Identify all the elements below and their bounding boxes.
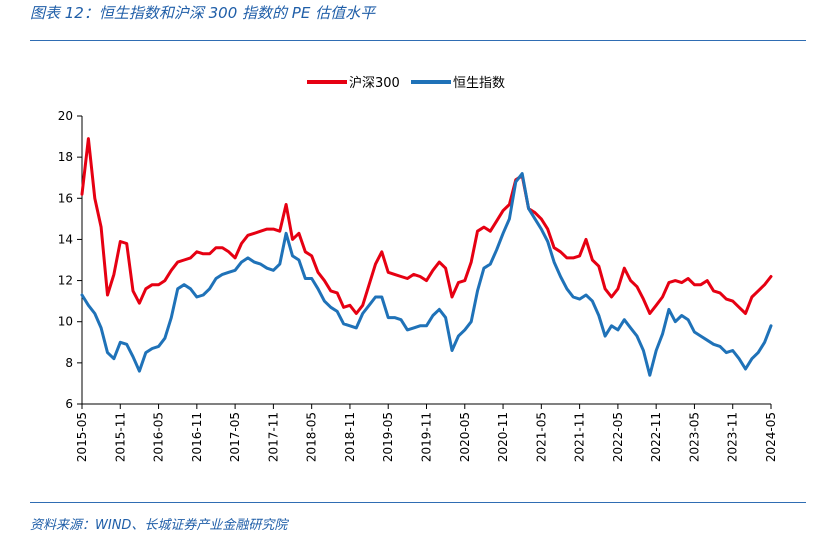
x-tick-label: 2023-05 [687, 412, 701, 462]
y-tick-label: 20 [58, 109, 73, 123]
x-tick-label: 2022-11 [649, 412, 663, 462]
x-tick-label: 2016-11 [190, 412, 204, 462]
y-tick-label: 6 [65, 397, 73, 411]
y-tick-label: 8 [65, 356, 73, 370]
top-divider [30, 40, 806, 41]
x-tick-label: 2023-11 [726, 412, 740, 462]
legend-label-0: 沪深300 [349, 75, 400, 91]
x-tick-label: 2020-11 [496, 412, 510, 462]
x-tick-label: 2022-05 [611, 412, 625, 462]
x-tick-label: 2015-11 [113, 412, 127, 462]
pe-line-chart: 沪深300 恒生指数 6 8 10 12 14 16 18 20 2015-05 2015-11 20… [58, 75, 778, 462]
x-tick-label: 2018-11 [343, 412, 357, 462]
x-tick-label: 2020-05 [458, 412, 472, 462]
chart-series [80, 137, 773, 377]
x-tick-label: 2024-05 [764, 412, 778, 462]
x-tick-label: 2021-11 [573, 412, 587, 462]
x-tick-label: 2015-05 [75, 412, 89, 462]
x-tick-label: 2017-11 [266, 412, 280, 462]
figure-title: 图表 12：恒生指数和沪深 300 指数的 PE 估值水平 [30, 4, 376, 22]
y-tick-label: 10 [58, 315, 73, 329]
legend-label-1: 恒生指数 [453, 76, 505, 91]
chart-legend: 沪深300 恒生指数 [307, 75, 505, 91]
y-tick-label: 18 [58, 150, 73, 164]
source-note: 资料来源：WIND、长城证券产业金融研究院 [30, 518, 288, 533]
x-tick-label: 2017-05 [228, 412, 242, 462]
y-tick-label: 14 [58, 232, 73, 246]
y-tick-label: 16 [58, 191, 73, 205]
x-tick-label: 2019-05 [381, 412, 395, 462]
x-tick-label: 2018-05 [305, 412, 319, 462]
series-line-1 [80, 172, 773, 377]
x-tick-label: 2021-05 [534, 412, 548, 462]
x-tick-label: 2016-05 [152, 412, 166, 462]
x-tick-label: 2019-11 [420, 412, 434, 462]
series-line-0 [80, 137, 773, 315]
chart-axes: 6 8 10 12 14 16 18 20 2015-05 2015-11 2016-05 2016-… [58, 109, 778, 462]
y-tick-label: 12 [58, 274, 73, 288]
bottom-divider [30, 502, 806, 503]
